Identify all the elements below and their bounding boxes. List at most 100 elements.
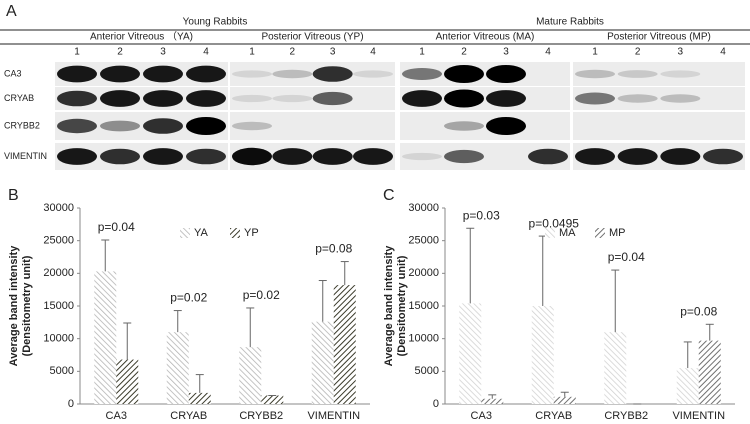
blot-band xyxy=(186,65,226,83)
bar xyxy=(698,340,721,404)
lane-label: 4 xyxy=(720,47,726,58)
lane-label: 2 xyxy=(117,47,123,58)
blot-band xyxy=(575,92,615,105)
blot-band xyxy=(402,68,442,80)
p-value: p=0.02 xyxy=(243,288,280,302)
p-value: p=0.04 xyxy=(98,220,135,234)
blot-band xyxy=(232,94,272,103)
blot-band xyxy=(486,90,526,107)
panel-label: C xyxy=(383,187,395,204)
error-bar xyxy=(246,307,255,348)
error-bar xyxy=(466,227,475,304)
error-bar xyxy=(611,269,620,333)
p-value: p=0.03 xyxy=(463,208,500,222)
lane-label: 1 xyxy=(74,47,80,58)
panel-label: A xyxy=(6,3,17,20)
y-tick-label: 5000 xyxy=(415,365,439,377)
y-axis-label: (Densitometry unit) xyxy=(21,255,33,356)
blot-band xyxy=(232,147,272,166)
y-tick-label: 25000 xyxy=(408,235,439,247)
blot-band xyxy=(143,118,183,134)
error-bar xyxy=(195,374,204,393)
blot-band xyxy=(444,149,484,164)
p-value: p=0.04 xyxy=(608,250,645,264)
blot-strip xyxy=(230,87,395,110)
p-value: p=0.0495 xyxy=(529,216,580,230)
row-label: CRYAB xyxy=(4,93,34,103)
p-value: p=0.02 xyxy=(170,291,207,305)
lane-label: 3 xyxy=(330,47,336,58)
group-label: Young Rabbits xyxy=(183,17,248,28)
bar xyxy=(531,306,554,404)
blot-strip xyxy=(400,87,570,110)
bar xyxy=(676,368,699,404)
y-tick-label: 10000 xyxy=(408,333,439,345)
blot-band xyxy=(100,65,140,83)
group-label: Mature Rabbits xyxy=(536,17,604,28)
blot-band xyxy=(575,148,615,165)
blot-band xyxy=(143,148,183,165)
lane-label: 4 xyxy=(203,47,209,58)
subgroup-label: Posterior Vitreous (YP) xyxy=(261,32,363,43)
y-tick-label: 10000 xyxy=(43,333,74,345)
blot-band xyxy=(312,148,353,165)
blot-band xyxy=(57,90,97,107)
blot-strip xyxy=(573,112,745,140)
y-tick-label: 20000 xyxy=(43,267,74,279)
lane-label: 2 xyxy=(461,47,467,58)
blot-strip xyxy=(573,62,745,86)
blot-band xyxy=(57,148,97,165)
error-bar xyxy=(538,235,547,306)
blot-band xyxy=(143,65,183,83)
y-tick-label: 0 xyxy=(68,398,74,410)
error-bar xyxy=(123,322,132,360)
y-tick-label: 30000 xyxy=(43,202,74,214)
lane-label: 1 xyxy=(419,47,425,58)
x-tick-label: CRYAB xyxy=(170,410,207,422)
lane-label: 4 xyxy=(545,47,551,58)
blot-strip xyxy=(230,112,395,140)
blot-band xyxy=(186,148,226,165)
blot-band xyxy=(486,65,526,83)
y-tick-label: 15000 xyxy=(43,300,74,312)
p-value: p=0.08 xyxy=(315,242,352,256)
legend-label: YA xyxy=(194,227,209,239)
blot-strip xyxy=(573,87,745,110)
blot-band xyxy=(444,89,484,108)
bar xyxy=(481,398,504,404)
blot-band xyxy=(660,94,701,103)
y-tick-label: 0 xyxy=(433,398,439,410)
y-tick-label: 5000 xyxy=(50,365,74,377)
lane-label: 2 xyxy=(635,47,641,58)
y-axis-label: (Densitometry unit) xyxy=(396,255,408,356)
legend-label: MA xyxy=(559,227,576,239)
row-label: VIMENTIN xyxy=(4,151,47,161)
bar xyxy=(188,392,211,404)
x-tick-label: VIMENTIN xyxy=(307,410,360,422)
subgroup-label: Anterior Vitreous （YA) xyxy=(90,31,193,43)
bar xyxy=(604,332,627,404)
lane-label: 3 xyxy=(503,47,509,58)
blot-band xyxy=(272,148,313,165)
blot-band xyxy=(312,66,353,82)
blot-band xyxy=(353,148,393,165)
row-label: CRYBB2 xyxy=(4,120,40,130)
x-tick-label: CRYAB xyxy=(535,410,572,422)
blot-band xyxy=(57,65,97,83)
blot-band xyxy=(617,148,658,165)
bar xyxy=(553,396,576,404)
blot-band xyxy=(703,148,743,165)
blot-band xyxy=(660,70,701,78)
blot-band xyxy=(444,121,484,131)
blot-strip xyxy=(55,87,228,110)
row-label: CA3 xyxy=(4,68,22,78)
lane-label: 4 xyxy=(370,47,376,58)
blot-band xyxy=(444,65,484,83)
blot-band xyxy=(312,91,353,106)
x-tick-label: CA3 xyxy=(471,410,492,422)
x-tick-label: CRYBB2 xyxy=(239,410,283,422)
y-tick-label: 15000 xyxy=(408,300,439,312)
blot-band xyxy=(186,90,226,107)
lane-label: 2 xyxy=(290,47,296,58)
